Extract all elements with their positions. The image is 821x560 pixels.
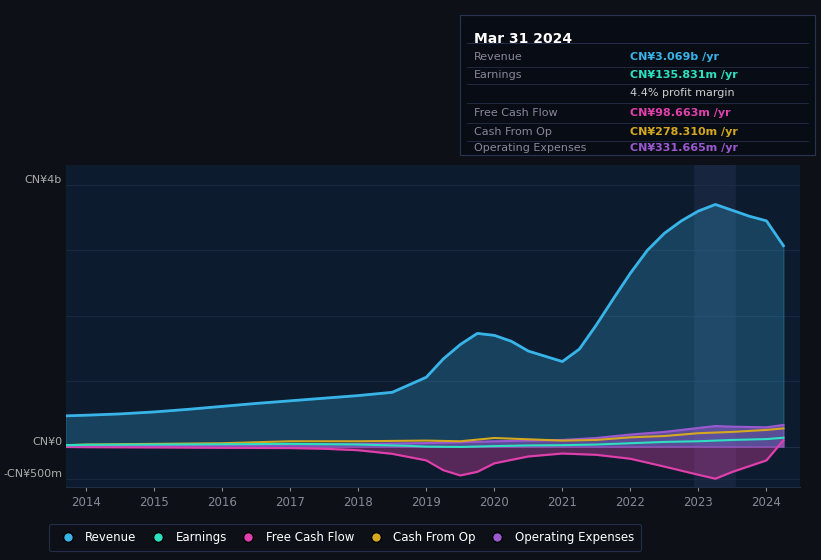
Text: CN¥278.310m /yr: CN¥278.310m /yr bbox=[631, 127, 738, 137]
Text: Revenue: Revenue bbox=[475, 52, 523, 62]
Text: Earnings: Earnings bbox=[475, 70, 523, 80]
Text: Operating Expenses: Operating Expenses bbox=[475, 143, 586, 153]
Text: CN¥135.831m /yr: CN¥135.831m /yr bbox=[631, 70, 738, 80]
Text: Mar 31 2024: Mar 31 2024 bbox=[475, 32, 572, 46]
Text: CN¥0: CN¥0 bbox=[32, 437, 62, 447]
Text: CN¥3.069b /yr: CN¥3.069b /yr bbox=[631, 52, 719, 62]
Text: CN¥98.663m /yr: CN¥98.663m /yr bbox=[631, 108, 731, 118]
Legend: Revenue, Earnings, Free Cash Flow, Cash From Op, Operating Expenses: Revenue, Earnings, Free Cash Flow, Cash … bbox=[48, 524, 641, 551]
Text: -CN¥500m: -CN¥500m bbox=[3, 469, 62, 479]
Text: Free Cash Flow: Free Cash Flow bbox=[475, 108, 557, 118]
Text: Cash From Op: Cash From Op bbox=[475, 127, 552, 137]
Text: 4.4% profit margin: 4.4% profit margin bbox=[631, 88, 735, 99]
Text: CN¥4b: CN¥4b bbox=[25, 175, 62, 185]
Text: CN¥331.665m /yr: CN¥331.665m /yr bbox=[631, 143, 738, 153]
